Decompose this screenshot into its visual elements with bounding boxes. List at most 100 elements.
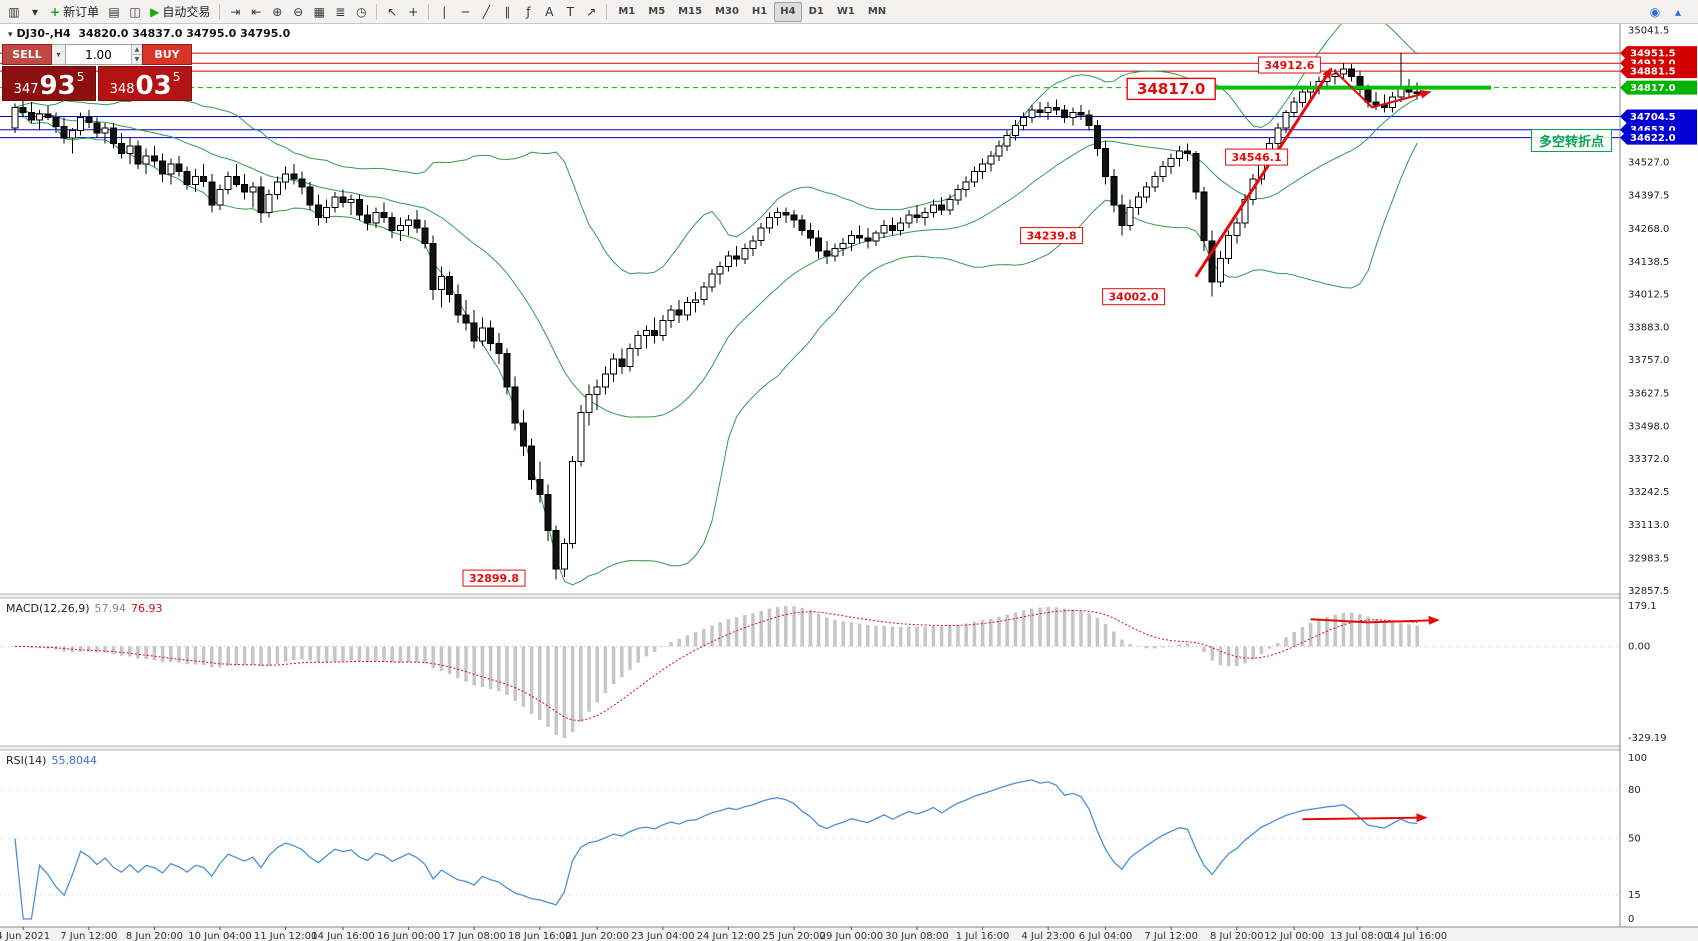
chart-type-caret[interactable]: ▾ <box>25 2 45 22</box>
timeframe-m1[interactable]: M1 <box>618 6 636 17</box>
sell-price-sup: 5 <box>76 70 85 84</box>
tile-windows-button-icon: ▦ <box>313 4 325 19</box>
new-order-button-label: 新订单 <box>63 5 100 19</box>
svg-text:34912.6: 34912.6 <box>1264 59 1314 72</box>
svg-text:24 Jun 12:00: 24 Jun 12:00 <box>697 931 761 941</box>
profiles-button-icon: ▤ <box>108 4 120 19</box>
trend-arrow[interactable] <box>1310 615 1440 625</box>
svg-text:14 Jul 16:00: 14 Jul 16:00 <box>1387 931 1447 941</box>
trendline-tool[interactable]: ╱ <box>476 2 496 22</box>
svg-text:16 Jun 00:00: 16 Jun 00:00 <box>377 931 441 941</box>
autotrading-button-icon: ▶ <box>150 4 160 19</box>
new-order-button-icon: + <box>50 4 61 19</box>
zoom-in-button[interactable]: ⊕ <box>267 2 287 22</box>
main-toolbar: ▥ ▾ + 新订单 ▤ ◫ ▶ 自动交易 ⇥ ⇤ ⊕ ⊖ ▦ ≣ ◷ ↖ + | ─ ╱ ∥ ƒ A T ↗ M1 M5 M15 M30… <box>0 0 1698 24</box>
macd-pane <box>0 606 1620 738</box>
chart-type-button-icon: ▥ <box>8 4 20 19</box>
svg-text:34817.0: 34817.0 <box>1630 83 1676 94</box>
sell-price-prefix: 347 <box>13 81 39 97</box>
svg-text:12 Jul 00:00: 12 Jul 00:00 <box>1264 931 1324 941</box>
ohlc-values: 34820.0 34837.0 34795.0 34795.0 <box>78 27 291 40</box>
one-click-collapse-icon[interactable]: ▾ <box>8 30 13 40</box>
macd-value-1: 57.94 <box>94 602 127 615</box>
volume-input[interactable] <box>66 45 131 64</box>
volume-up-icon[interactable]: ▲ <box>131 45 142 55</box>
svg-text:34397.5: 34397.5 <box>1628 191 1669 202</box>
svg-text:33627.5: 33627.5 <box>1628 388 1669 399</box>
collapse-toolbar-icon[interactable]: ▴ <box>1674 4 1682 19</box>
trend-arrow[interactable] <box>1302 813 1428 823</box>
timeframe-m15[interactable]: M15 <box>678 6 703 17</box>
timeframe-h4[interactable]: H4 <box>774 1 802 22</box>
timeframe-mn[interactable]: MN <box>867 6 887 17</box>
volume-dropdown-caret[interactable]: ▾ <box>52 44 66 65</box>
tile-windows-button[interactable]: ▦ <box>309 2 329 22</box>
auto-scroll-button-icon: ⇥ <box>230 4 241 19</box>
turning-point-label[interactable]: 多空转折点 <box>1530 129 1612 153</box>
period-clock-button[interactable]: ◷ <box>351 2 371 22</box>
svg-text:80: 80 <box>1628 785 1641 796</box>
channel-tool[interactable]: ∥ <box>497 2 517 22</box>
timeframe-h1[interactable]: H1 <box>751 6 768 17</box>
svg-text:33372.0: 33372.0 <box>1628 454 1669 465</box>
crosshair-tool[interactable]: + <box>403 2 423 22</box>
chart-link-icon[interactable]: ◉ <box>1649 4 1661 19</box>
chart-canvas[interactable]: 34912.6 34817.0 34546.1 34239.8 34002.0 32899… <box>0 24 1698 941</box>
price-scale[interactable]: 35041.5 34527.0 34397.5 34268.0 34138.5 34012… <box>1619 24 1698 941</box>
timeframe-m30[interactable]: M30 <box>715 6 739 17</box>
chart-type-button[interactable]: ▥ <box>4 2 24 22</box>
vertical-line-tool[interactable]: | <box>434 2 454 22</box>
time-axis[interactable]: 4 Jun 2021 7 Jun 12:00 8 Jun 20:00 10 Jun 0… <box>0 926 1698 941</box>
price-annotation-labels[interactable]: 34912.6 34817.0 34546.1 34239.8 34002.0 32899… <box>462 56 1321 587</box>
new-order-button[interactable]: + 新订单 <box>46 2 103 22</box>
trend-arrow[interactable] <box>1334 70 1432 109</box>
svg-text:34012.5: 34012.5 <box>1628 290 1669 301</box>
arrows-tool[interactable]: ↗ <box>581 2 601 22</box>
cursor-tool[interactable]: ↖ <box>382 2 402 22</box>
timeframe-d1[interactable]: D1 <box>808 6 824 17</box>
candles <box>11 53 1421 580</box>
fibonacci-tool[interactable]: ƒ <box>518 2 538 22</box>
sell-price-button[interactable]: 347 93 5 <box>2 66 96 101</box>
horizontal-line-tool[interactable]: ─ <box>455 2 475 22</box>
text-tool[interactable]: A <box>539 2 559 22</box>
data-window-button[interactable]: ◫ <box>125 2 145 22</box>
cursor-tool-icon: ↖ <box>387 4 398 19</box>
chart-ohlc-header: ▾ DJ30-,H4 34820.0 34837.0 34795.0 34795.… <box>8 27 290 40</box>
svg-text:32983.5: 32983.5 <box>1628 554 1669 565</box>
buy-price-button[interactable]: 348 03 5 <box>98 66 192 101</box>
volume-down-icon[interactable]: ▼ <box>131 55 142 64</box>
svg-text:100: 100 <box>1628 753 1647 764</box>
zoom-out-button[interactable]: ⊖ <box>288 2 308 22</box>
svg-text:34622.0: 34622.0 <box>1630 133 1676 144</box>
chart-type-caret-icon: ▾ <box>31 4 39 19</box>
vertical-line-tool-icon: | <box>442 4 447 19</box>
autotrading-button-label: 自动交易 <box>162 5 211 19</box>
macd-signal-line <box>15 609 1418 722</box>
svg-text:4 Jun 2021: 4 Jun 2021 <box>0 931 50 941</box>
chart-shift-button[interactable]: ⇤ <box>246 2 266 22</box>
trend-arrow[interactable] <box>1194 67 1333 278</box>
sell-button[interactable]: SELL <box>2 44 52 65</box>
arrows-tool-icon: ↗ <box>586 4 597 19</box>
auto-scroll-button[interactable]: ⇥ <box>225 2 245 22</box>
svg-text:32899.8: 32899.8 <box>469 572 519 585</box>
indicators-list-button[interactable]: ≣ <box>330 2 350 22</box>
profiles-button[interactable]: ▤ <box>104 2 124 22</box>
buy-button[interactable]: BUY <box>142 44 192 65</box>
timeframe-w1[interactable]: W1 <box>836 6 855 17</box>
svg-text:179.1: 179.1 <box>1628 601 1657 612</box>
timeframe-m5[interactable]: M5 <box>648 6 666 17</box>
macd-histogram <box>21 606 1419 738</box>
autotrading-button[interactable]: ▶ 自动交易 <box>146 2 214 22</box>
svg-text:34546.1: 34546.1 <box>1232 151 1282 164</box>
bollinger-bands <box>14 24 1418 586</box>
svg-text:8 Jul 20:00: 8 Jul 20:00 <box>1210 931 1264 941</box>
macd-indicator-label: MACD(12,26,9) 57.94 76.93 <box>6 602 163 615</box>
rsi-name: RSI(14) <box>6 754 47 767</box>
svg-text:34951.5: 34951.5 <box>1630 49 1676 60</box>
toolbar-separator <box>428 3 430 20</box>
rsi-pane <box>0 779 1620 920</box>
text-label-tool[interactable]: T <box>560 2 580 22</box>
